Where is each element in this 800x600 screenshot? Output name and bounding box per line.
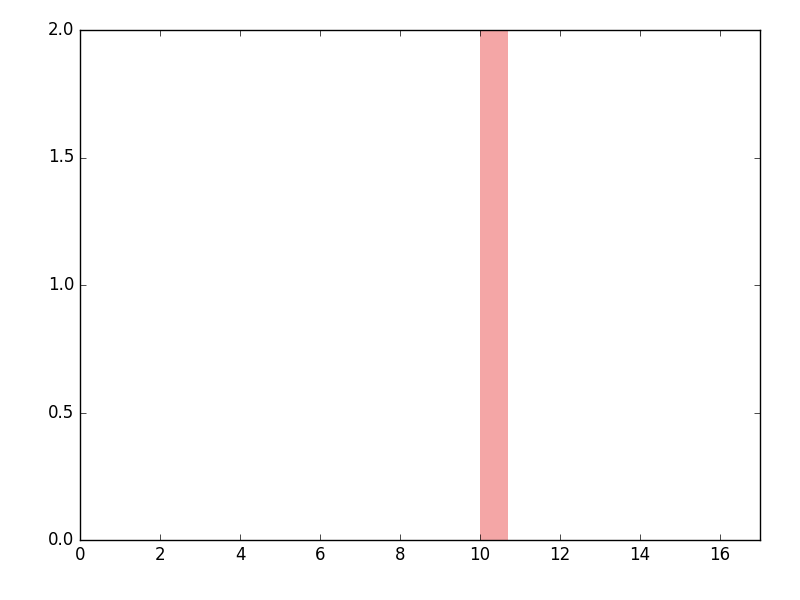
Bar	[480, 30, 508, 540]
